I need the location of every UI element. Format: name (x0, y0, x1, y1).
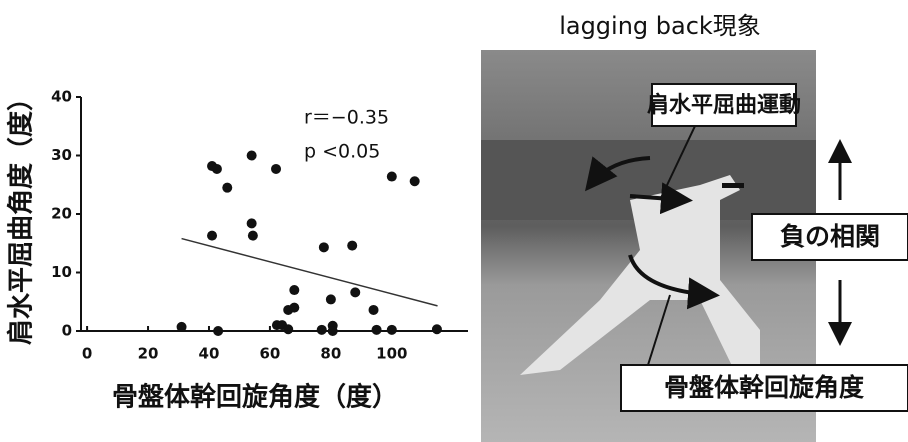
x-axis-label: 骨盤体幹回旋角度（度） (112, 382, 398, 413)
y-axis-label: 肩水平屈曲角度（度） (6, 85, 37, 345)
annotation: p <0.05 (304, 141, 380, 163)
point (222, 183, 232, 193)
annotation: r＝−0.35 (304, 107, 389, 129)
figure: lagging back現象 肩水平屈曲運動 負の相関 骨盤体幹回旋角度 肩水平… (0, 0, 908, 442)
y-tick-label: 20 (51, 205, 72, 223)
label: 骨盤体幹回旋角度 (664, 373, 864, 402)
photo-title: lagging back現象 (559, 12, 761, 40)
label: 負の相関 (780, 222, 880, 251)
x-tick-label: 0 (82, 345, 92, 363)
point (289, 303, 299, 313)
marker (722, 183, 744, 188)
x-tick-label: 40 (199, 345, 220, 363)
x-tick-label: 80 (320, 345, 341, 363)
point (410, 176, 420, 186)
y-tick-label: 10 (51, 263, 72, 281)
point (247, 218, 257, 228)
point (326, 294, 336, 304)
y-tick-label: 0 (62, 322, 72, 340)
x-tick-label: 60 (259, 345, 280, 363)
point (319, 242, 329, 252)
trend-line (182, 239, 438, 306)
point (387, 325, 397, 335)
point (317, 325, 327, 335)
point (283, 324, 293, 334)
scatter-chart: 肩水平屈曲角度（度） 骨盤体幹回旋角度（度） r＝−0.35 p <0.05 0… (6, 85, 469, 413)
point (207, 231, 217, 241)
point (369, 305, 379, 315)
y-tick-label: 40 (51, 88, 72, 106)
x-tick-label: 100 (376, 345, 407, 363)
point (271, 164, 281, 174)
y-tick-label: 30 (51, 146, 72, 164)
point (387, 172, 397, 182)
x-tick-label: 20 (138, 345, 159, 363)
point (347, 241, 357, 251)
point (248, 231, 258, 241)
point (289, 285, 299, 295)
label: 肩水平屈曲運動 (647, 92, 801, 118)
point (328, 326, 338, 336)
point (432, 324, 442, 334)
point (247, 151, 257, 161)
point (212, 164, 222, 174)
point (177, 322, 187, 332)
point (213, 326, 223, 336)
point (350, 287, 360, 297)
photo: lagging back現象 肩水平屈曲運動 負の相関 骨盤体幹回旋角度 (481, 12, 908, 442)
point (372, 325, 382, 335)
